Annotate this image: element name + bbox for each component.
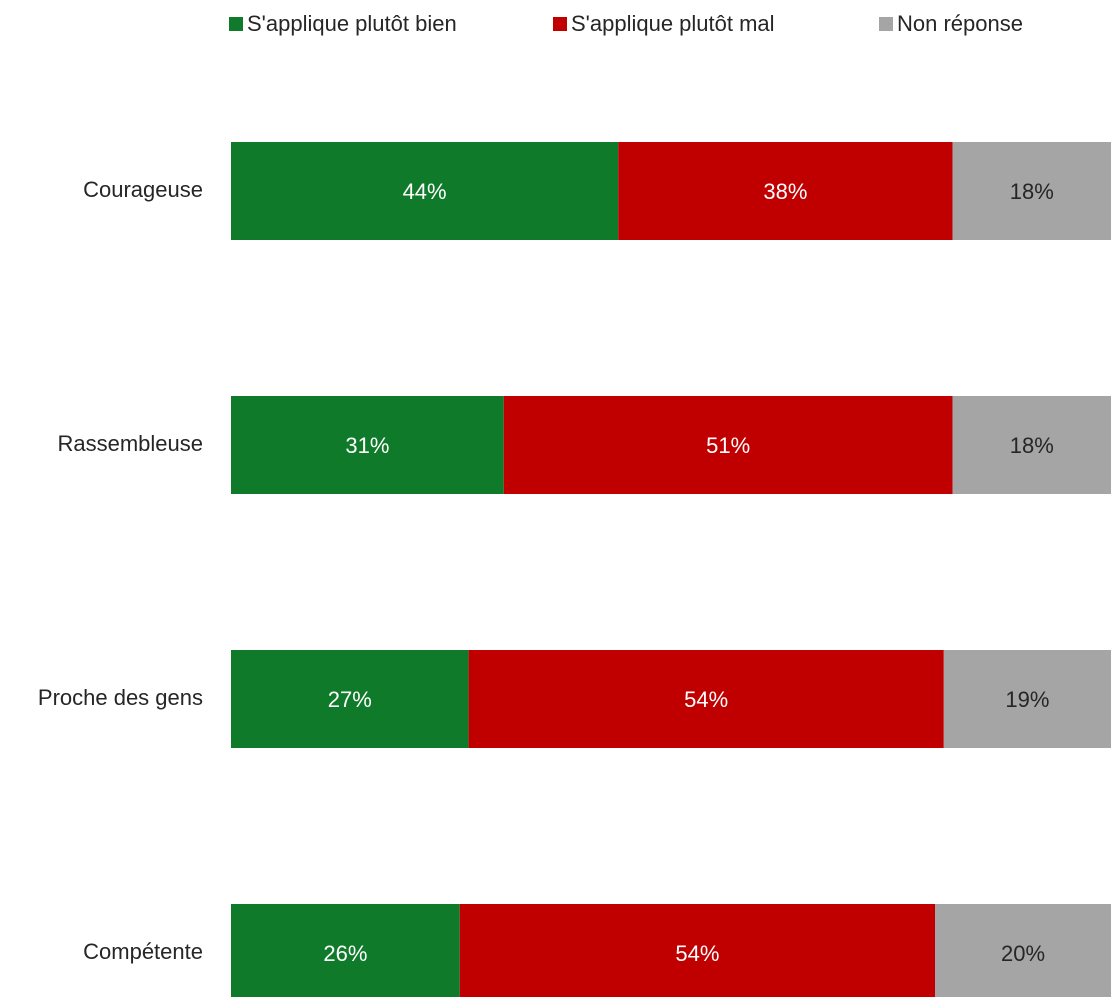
legend-label: S'applique plutôt mal <box>571 11 775 36</box>
bar-segment <box>231 904 460 997</box>
legend-swatch <box>229 17 243 31</box>
legend-label: Non réponse <box>897 11 1023 36</box>
bar-segment <box>943 650 1111 748</box>
data-label: 54% <box>675 941 719 966</box>
bar-segment <box>231 650 469 748</box>
data-label: 26% <box>323 941 367 966</box>
bar-segment <box>503 396 953 494</box>
data-label: 20% <box>1001 941 1045 966</box>
data-label: 38% <box>763 179 807 204</box>
legend-label: S'applique plutôt bien <box>247 11 457 36</box>
category-label: Rassembleuse <box>57 431 203 456</box>
bar-segment <box>468 650 944 748</box>
data-label: 54% <box>684 687 728 712</box>
bar-segment <box>935 904 1111 997</box>
data-label: 31% <box>345 433 389 458</box>
bar-segment <box>459 904 935 997</box>
data-label: 18% <box>1010 179 1054 204</box>
bar-segment <box>952 396 1111 494</box>
data-label: 19% <box>1005 687 1049 712</box>
data-label: 18% <box>1010 433 1054 458</box>
data-label: 44% <box>403 179 447 204</box>
bar-segment <box>618 142 953 240</box>
category-label: Proche des gens <box>38 685 203 710</box>
legend-swatch <box>879 17 893 31</box>
legend-swatch <box>553 17 567 31</box>
bar-segment <box>231 142 619 240</box>
data-label: 51% <box>706 433 750 458</box>
bar-segment <box>231 396 504 494</box>
category-label: Courageuse <box>83 177 203 202</box>
data-label: 27% <box>328 687 372 712</box>
bar-segment <box>952 142 1111 240</box>
category-label: Compétente <box>83 939 203 964</box>
